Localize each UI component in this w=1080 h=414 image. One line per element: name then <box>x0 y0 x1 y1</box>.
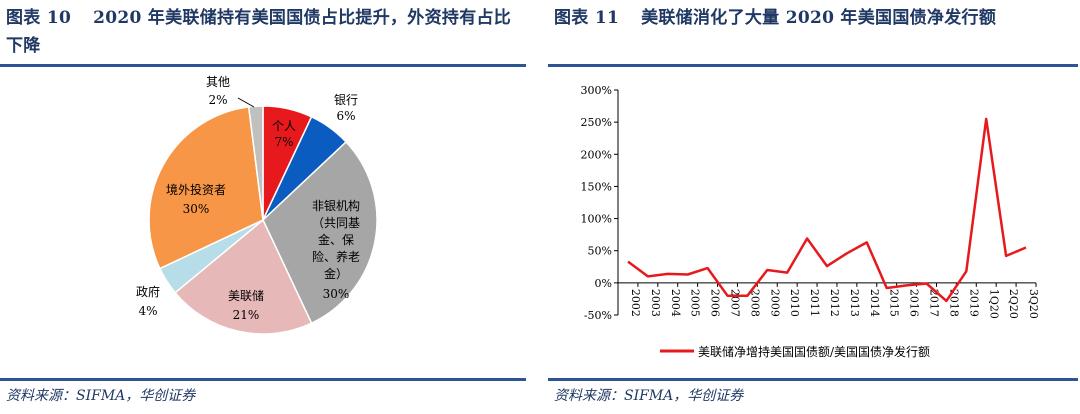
y-tick-label: 300% <box>581 84 612 97</box>
x-tick-label: 2017 <box>928 289 941 317</box>
x-tick-label: 1Q20 <box>987 289 1000 319</box>
right-chart-title: 图表 11 美联储消化了大量 2020 年美国国债净发行额 <box>554 4 1074 32</box>
right-title-text: 美联储消化了大量 2020 年美国国债净发行额 <box>641 8 997 28</box>
legend-label: 美联储净增持美国国债额/美国国债净发行额 <box>698 344 930 359</box>
y-tick-label: 0% <box>595 277 612 290</box>
pie-slice-6 <box>247 105 264 221</box>
left-chart-title: 图表 10 2020 年美联储持有美国国债占比提升，外资持有占比下降 <box>6 4 526 60</box>
x-tick-label: 2005 <box>689 289 702 317</box>
x-tick-label: 2007 <box>728 289 741 317</box>
left-title-text: 2020 年美联储持有美国国债占比提升，外资持有占比下降 <box>6 8 512 56</box>
x-tick-label: 2002 <box>629 289 642 317</box>
right-title-rule <box>548 64 1078 67</box>
x-tick-label: 2014 <box>868 289 881 317</box>
line-chart: -50%0%50%100%150%200%250%300% 2002 2003 20… <box>581 84 1041 359</box>
series-group <box>627 117 1027 303</box>
label-nonbank-line5: 金） <box>324 266 348 281</box>
label-nonbank-line2: （共同基 <box>312 216 360 230</box>
y-tick-label: 200% <box>581 148 612 161</box>
x-tick-label: 2003 <box>649 289 662 317</box>
y-axis: -50% 0% 50% 100% 150% 200% 250% 300% <box>581 84 619 322</box>
y-tick-label: 150% <box>581 180 612 193</box>
y-tick-label: 250% <box>581 116 612 129</box>
right-source: 资料来源：SIFMA，华创证券 <box>554 388 744 404</box>
x-tick-label: 2013 <box>848 289 861 317</box>
y-tick-label: 50% <box>588 245 612 258</box>
right-bottom-rule <box>548 378 1078 381</box>
right-title-label: 图表 11 <box>554 8 620 28</box>
pie-slice-5 <box>148 106 264 270</box>
label-foreign-name: 境外投资者 <box>166 182 226 197</box>
pie-slice-2 <box>262 140 378 325</box>
label-nonbank-line4: 险、养老 <box>312 249 360 264</box>
label-other-value: 2% <box>208 93 227 107</box>
label-fed-value: 21% <box>233 308 260 322</box>
series-line-0 <box>627 117 1027 303</box>
left-title-label: 图表 10 <box>6 8 72 28</box>
label-other-name: 其他 <box>206 75 230 89</box>
x-tick-label: 3Q20 <box>1027 289 1040 319</box>
left-bottom-rule <box>0 378 526 381</box>
left-source: 资料来源：SIFMA，华创证券 <box>6 388 196 404</box>
x-axis: 2002 2003 2004 2005 2006 2007 2008 2009 2010 2011… <box>617 282 1040 319</box>
x-tick-label: 2018 <box>947 289 960 317</box>
label-fed-name: 美联储 <box>228 288 264 303</box>
label-gov-value: 4% <box>138 304 157 318</box>
x-tick-label: 2016 <box>908 289 921 317</box>
label-nonbank-line3: 金、保 <box>318 232 354 247</box>
x-tick-label: 2012 <box>828 289 841 317</box>
x-tick-label: 2004 <box>669 289 682 317</box>
other-leader-line <box>237 97 255 108</box>
y-tick-label: -50% <box>584 309 612 322</box>
label-individual-name: 个人 <box>272 119 296 133</box>
label-individual-value: 7% <box>274 135 293 149</box>
x-tick-label: 2019 <box>967 289 980 317</box>
x-tick-label: 2Q20 <box>1007 289 1020 319</box>
label-nonbank-value: 30% <box>323 287 350 301</box>
pie-chart: 个人 7% 银行 6% 非银机构 （共同基 金、保 险、养老 金） 30% 美联… <box>136 75 378 335</box>
x-tick-label: 2010 <box>788 289 801 317</box>
label-bank-name: 银行 <box>334 93 358 107</box>
x-tick-label: 2011 <box>808 289 821 317</box>
x-tick-label: 2008 <box>748 289 761 317</box>
x-tick-label: 2015 <box>888 289 901 317</box>
pie-slice-3 <box>174 218 313 335</box>
left-title-rule <box>0 64 526 67</box>
label-bank-value: 6% <box>336 109 355 123</box>
label-gov-name: 政府 <box>136 284 160 299</box>
x-tick-label: 2006 <box>709 289 722 317</box>
label-foreign-value: 30% <box>183 202 210 216</box>
x-tick-label: 2009 <box>768 289 781 317</box>
label-nonbank-line1: 非银机构 <box>312 198 360 213</box>
y-tick-label: 100% <box>581 213 612 226</box>
